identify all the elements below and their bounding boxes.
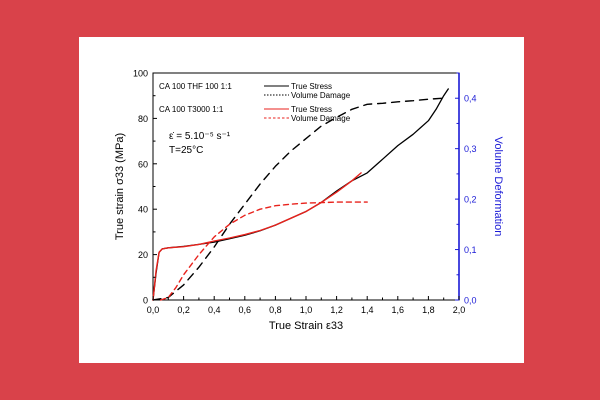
legend-group-label: CA 100 THF 100 1:1 (159, 82, 232, 91)
y-axis-title: True strain σ33 (MPa) (114, 133, 126, 240)
x-axis-title: True Strain ε33 (269, 320, 343, 332)
x-tick-label: 1,2 (330, 305, 343, 315)
x-tick-label: 0,0 (147, 305, 160, 315)
y-tick-label: 100 (133, 69, 148, 79)
y2-tick-label: 0,2 (464, 195, 477, 205)
x-tick-label: 0,6 (239, 305, 252, 315)
x-tick-label: 0,8 (269, 305, 282, 315)
y2-axis-title: Volume Deformation (492, 137, 504, 237)
y2-tick-label: 0,0 (464, 296, 477, 306)
y2-tick-label: 0,1 (464, 245, 477, 255)
legend-entry-label: Volume Damage (291, 91, 351, 100)
y-tick-label: 60 (138, 159, 148, 169)
y-tick-label: 0 (143, 296, 148, 306)
y-tick-label: 80 (138, 114, 148, 124)
legend-group-label: CA 100 T3000 1:1 (159, 105, 224, 114)
figure-card: 0,0 0,2 0,4 0,6 0,8 1,0 1,2 1,4 1,6 1,8 2,0 0 20 40 60… (79, 37, 524, 363)
x-tick-label: 1,6 (392, 305, 405, 315)
x-tick-label: 1,4 (361, 305, 374, 315)
x-tick-label: 0,2 (177, 305, 190, 315)
x-tick-label: 0,4 (208, 305, 221, 315)
x-tick-label: 2,0 (453, 305, 466, 315)
series-line-2 (152, 172, 362, 301)
legend-entry-label: Volume Damage (291, 114, 351, 123)
y-tick-label: 20 (138, 250, 148, 260)
y2-tick-label: 0,4 (464, 94, 477, 104)
chart: 0,0 0,2 0,4 0,6 0,8 1,0 1,2 1,4 1,6 1,8 2,0 0 20 40 60… (114, 69, 504, 333)
legend-entry-label: True Stress (291, 105, 332, 114)
x-tick-label: 1,0 (300, 305, 313, 315)
series-line-3 (159, 201, 368, 301)
annotation-temperature: T=25°C (169, 145, 203, 156)
y2-tick-label: 0,3 (464, 144, 477, 154)
series-line-1 (152, 97, 445, 301)
legend-entry-label: True Stress (291, 82, 332, 91)
x-tick-label: 1,8 (422, 305, 435, 315)
y-tick-label: 40 (138, 205, 148, 215)
annotation-strain-rate: ε̇ = 5.10⁻⁵ s⁻¹ (169, 131, 231, 142)
